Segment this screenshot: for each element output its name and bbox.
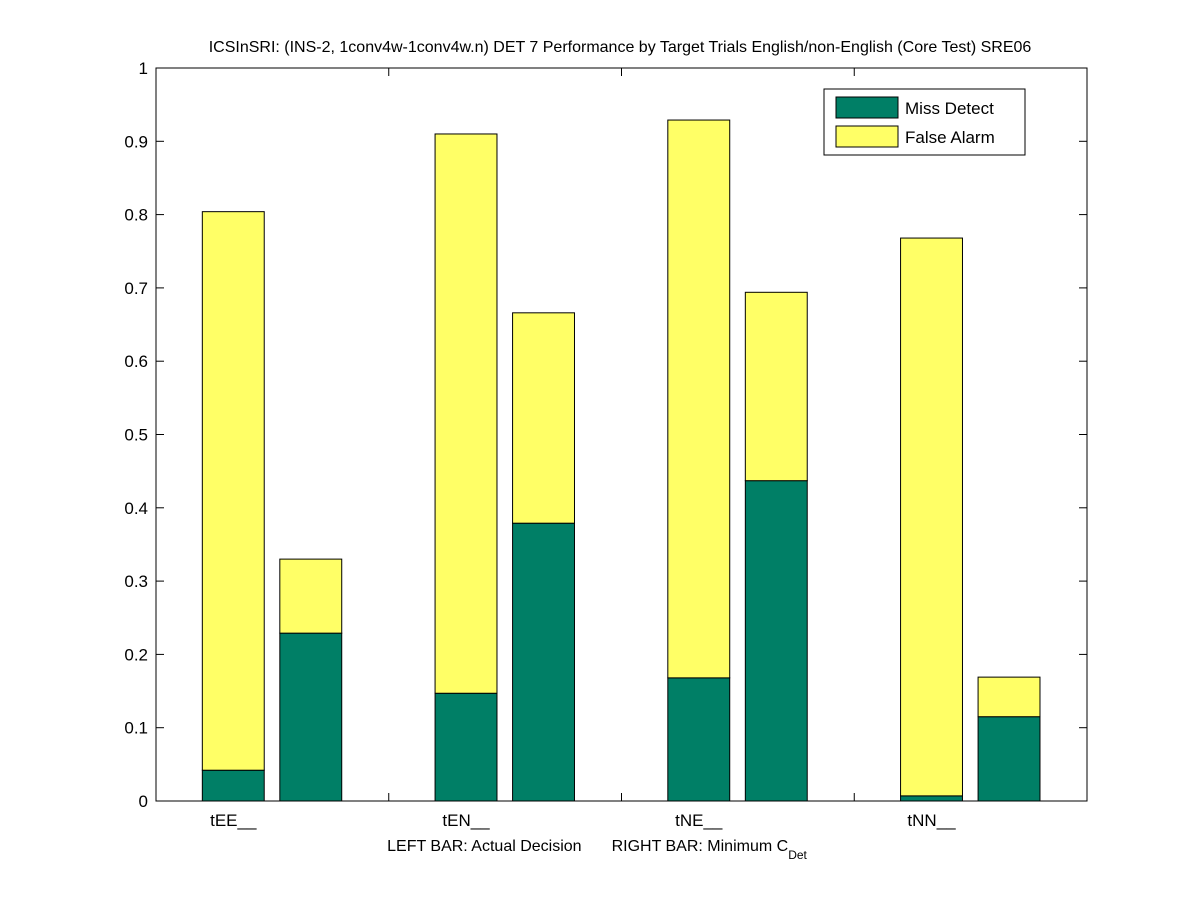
bar-miss-detect-actual-0 [201,769,265,802]
y-tick-label: 0.3 [124,572,148,591]
bars-group [201,119,1041,802]
plot-frame [155,67,1088,802]
x-axis-label: LEFT BAR: Actual Decision RIGHT BAR: Mini… [387,838,807,862]
bar-false-alarm-actual-3 [900,237,963,797]
bar-false-alarm-actual-2 [667,119,731,679]
bar-miss-detect-actual-1 [434,692,498,802]
x-tick-label: tNN__ [907,811,956,830]
x-tick-label: tEN__ [442,811,490,830]
bar-false-alarm-minimum-2 [744,291,808,482]
x-tick-label: tEE__ [210,811,257,830]
bar-false-alarm-minimum-3 [977,676,1041,718]
y-tick-label: 0.2 [124,645,148,664]
x-tick-labels: tEE__ tEN__ tNE__ tNN__ [210,811,956,830]
y-tick-label: 0.1 [124,719,148,738]
x-label-right: RIGHT BAR: Minimum C [612,838,789,855]
chart-title: ICSInSRI: (INS-2, 1conv4w-1conv4w.n) DET… [209,39,1032,56]
bar-miss-detect-actual-2 [667,677,731,802]
y-tick-label: 0.7 [124,279,148,298]
legend-swatch-miss-detect [835,96,899,119]
x-tick-label: tNE__ [675,811,723,830]
x-label-left: LEFT BAR: Actual Decision [387,838,581,855]
bar-false-alarm-minimum-1 [512,312,575,524]
legend-swatch-false-alarm [835,125,899,148]
y-tick-label: 0.6 [124,352,148,371]
bar-false-alarm-actual-0 [201,211,265,771]
bar-miss-detect-minimum-1 [512,522,575,802]
bar-miss-detect-minimum-3 [977,716,1041,802]
legend: Miss Detect False Alarm [823,88,1026,156]
y-tick-label: 0.8 [124,206,148,225]
bar-miss-detect-minimum-2 [744,480,808,802]
bar-false-alarm-minimum-0 [279,558,343,634]
y-tick-label: 1 [139,59,148,78]
bar-miss-detect-minimum-0 [279,632,343,802]
bar-miss-detect-actual-3 [900,795,963,802]
bar-false-alarm-actual-1 [434,133,498,694]
y-tick-label: 0.4 [124,499,148,518]
y-tick-label: 0.5 [124,426,148,445]
legend-label-false-alarm: False Alarm [905,128,995,147]
x-label-right-subscript: Det [788,848,807,862]
y-tick-label: 0.9 [124,132,148,151]
legend-label-miss-detect: Miss Detect [905,99,994,118]
y-tick-label: 0 [139,792,148,811]
axes-group: 0 0.1 0.2 0.3 0.4 0.5 0.6 0.7 0.8 0.9 1 [124,59,1087,811]
